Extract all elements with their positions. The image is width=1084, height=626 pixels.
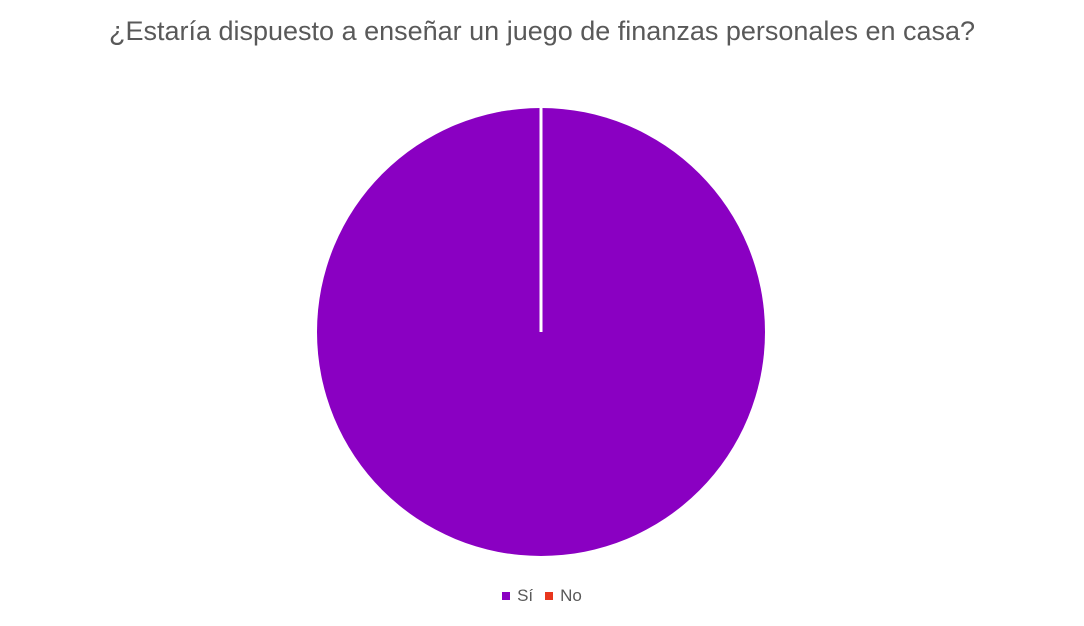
chart-title: ¿Estaría dispuesto a enseñar un juego de… [108,16,976,46]
legend-item: No [545,586,582,606]
legend-swatch [502,592,511,600]
legend-label: No [560,586,582,605]
legend-label: Sí [517,586,534,605]
legend-swatch [545,592,554,600]
legend: Sí No [0,586,1084,606]
legend-item: Sí [502,586,533,606]
